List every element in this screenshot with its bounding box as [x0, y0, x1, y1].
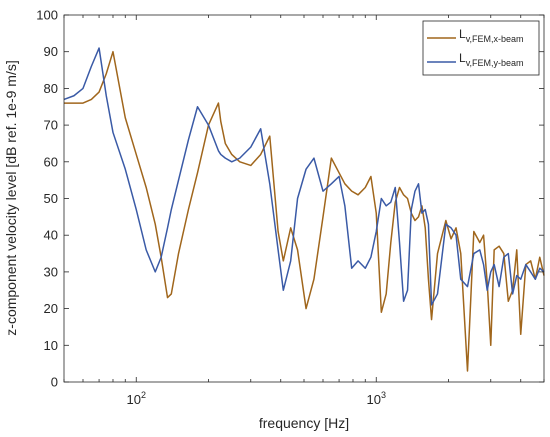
y-tick-label: 20 — [44, 301, 58, 316]
legend-main-x-beam: L — [459, 27, 466, 41]
y-tick-label: 40 — [44, 228, 58, 243]
y-tick-label: 70 — [44, 118, 58, 133]
y-axis-label: z-component velocity level [dB ref. 1e-9… — [3, 60, 19, 335]
y-tick-label: 10 — [44, 338, 58, 353]
x-axis-label: frequency [Hz] — [259, 415, 349, 431]
y-tick-label: 50 — [44, 191, 58, 206]
y-tick-label: 90 — [44, 44, 58, 59]
legend: Lv,FEM,x-beam Lv,FEM,y-beam — [422, 20, 540, 76]
series-layer — [63, 47, 545, 372]
y-tick-label: 100 — [36, 8, 58, 23]
y-tick-label: 80 — [44, 81, 58, 96]
legend-entry-y-beam: Lv,FEM,y-beam — [459, 51, 524, 68]
legend-sub-x-beam: v,FEM,x-beam — [466, 34, 524, 44]
y-tick-label: 60 — [44, 154, 58, 169]
y-tick-label: 0 — [51, 375, 58, 390]
ticks-layer: 0 10 20 30 40 50 60 70 80 90 100 102 103 — [36, 8, 545, 407]
legend-box — [422, 20, 540, 76]
x-tick-label: 102 — [127, 390, 146, 407]
legend-sub-y-beam: v,FEM,y-beam — [466, 58, 524, 68]
legend-entry-x-beam: Lv,FEM,x-beam — [459, 27, 524, 44]
series-line-y-beam — [63, 47, 545, 306]
x-tick-label: 103 — [367, 390, 386, 407]
series-line-x-beam — [64, 50, 545, 372]
legend-main-y-beam: L — [459, 51, 466, 65]
y-tick-label: 30 — [44, 264, 58, 279]
